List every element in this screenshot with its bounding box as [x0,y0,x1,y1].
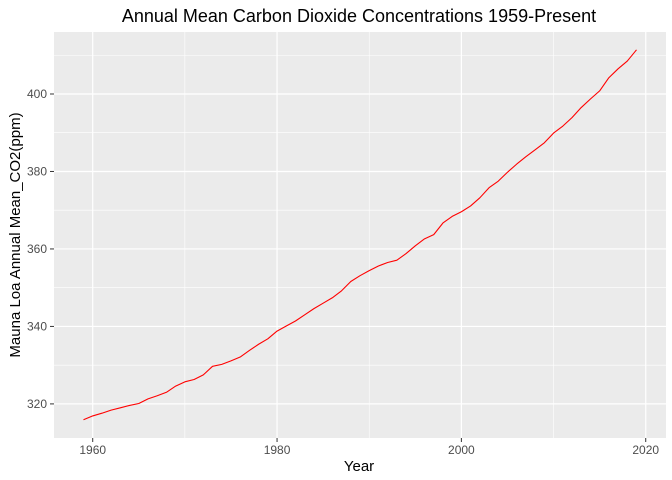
y-tick-label: 340 [27,319,47,333]
x-axis: 1960 1980 2000 2020 [79,438,659,457]
y-tick-label: 380 [27,164,47,178]
x-tick-label: 2000 [448,443,475,457]
chart-title: Annual Mean Carbon Dioxide Concentration… [122,6,596,26]
y-tick-label: 320 [27,397,47,411]
co2-series-line [83,49,637,421]
y-axis-title: Mauna Loa Annual Mean_CO2(ppm) [7,112,24,357]
y-tick-label: 360 [27,242,47,256]
y-axis: 320 340 360 380 400 [27,87,54,411]
y-tick-label: 400 [27,87,47,101]
minor-gridlines [54,32,666,438]
x-tick-label: 2020 [632,443,659,457]
series-layer [83,49,637,421]
plot-panel [54,32,666,438]
x-tick-label: 1960 [79,443,106,457]
x-axis-title: Year [344,458,374,475]
x-tick-label: 1980 [264,443,291,457]
major-gridlines [54,32,666,438]
